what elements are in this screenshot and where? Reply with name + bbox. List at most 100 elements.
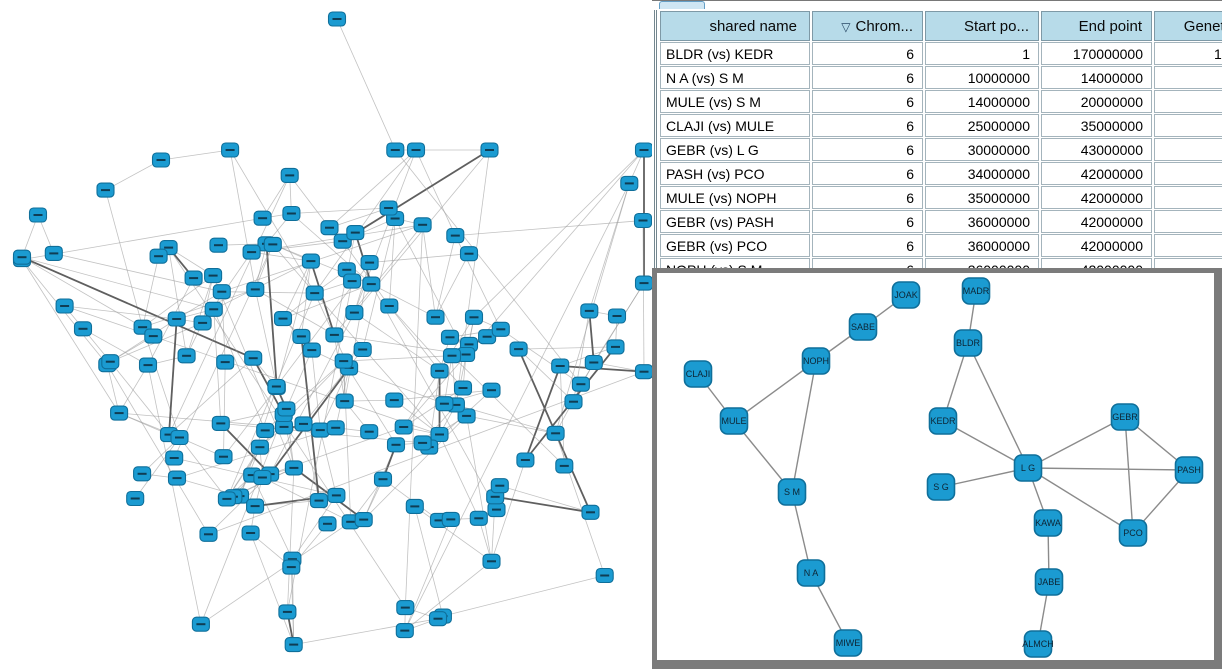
network-node[interactable] — [634, 364, 653, 380]
network-node[interactable] — [138, 357, 158, 373]
subnetwork-node-mule[interactable]: MULE — [719, 407, 749, 435]
cell-value[interactable]: 14000000 — [925, 90, 1039, 113]
network-node[interactable] — [490, 478, 509, 494]
subnetwork-node-kawa[interactable]: KAWA — [1033, 509, 1063, 537]
cell-shared-name[interactable]: GEBR (vs) PCO — [660, 234, 810, 257]
network-node[interactable] — [209, 237, 228, 253]
subnetwork-node-s-g[interactable]: S G — [926, 473, 956, 501]
node-shape[interactable] — [926, 473, 956, 501]
network-node[interactable] — [184, 270, 203, 286]
cell-value[interactable]: 1 — [925, 42, 1039, 65]
node-shape[interactable] — [961, 277, 991, 305]
network-node[interactable] — [464, 309, 484, 325]
network-node[interactable] — [110, 405, 129, 421]
network-node[interactable] — [354, 512, 373, 528]
network-node[interactable] — [346, 225, 365, 241]
network-node[interactable] — [280, 167, 299, 183]
table-tab-fragment[interactable] — [659, 1, 705, 9]
subnetwork-node-noph[interactable]: NOPH — [801, 347, 831, 375]
network-node[interactable] — [204, 268, 223, 284]
cell-value[interactable]: 36000000 — [925, 234, 1039, 257]
network-node[interactable] — [353, 341, 372, 358]
subnetwork-node-almch[interactable]: ALMCH — [1022, 630, 1054, 658]
network-node[interactable] — [469, 510, 488, 526]
node-shape[interactable] — [848, 313, 878, 341]
subnetwork-node-madr[interactable]: MADR — [961, 277, 991, 305]
network-node[interactable] — [320, 220, 339, 236]
network-node[interactable] — [214, 449, 233, 465]
network-node[interactable] — [634, 275, 653, 291]
cell-value[interactable]: 35000000 — [1041, 114, 1152, 137]
network-node[interactable] — [595, 567, 614, 584]
network-node[interactable] — [149, 248, 168, 264]
cell-value[interactable]: 8.4 — [1154, 234, 1222, 257]
node-shape[interactable] — [928, 407, 958, 435]
network-node[interactable] — [217, 491, 236, 507]
network-node[interactable] — [55, 298, 74, 314]
network-node[interactable] — [406, 142, 426, 158]
network-node[interactable] — [246, 498, 265, 514]
network-node[interactable] — [144, 328, 163, 344]
cell-value[interactable]: 6 — [812, 42, 923, 65]
network-node[interactable] — [294, 416, 313, 432]
cell-value[interactable]: 34000000 — [925, 162, 1039, 185]
network-node[interactable] — [253, 210, 272, 226]
network-node[interactable] — [170, 429, 189, 446]
subnetwork-node-miwe[interactable]: MIWE — [833, 629, 863, 657]
network-node[interactable] — [284, 460, 303, 476]
subnetwork-node-jabe[interactable]: JABE — [1034, 568, 1064, 596]
subnetwork-node-n-a[interactable]: N A — [796, 559, 826, 587]
network-node[interactable] — [177, 348, 196, 364]
network-node[interactable] — [486, 489, 505, 505]
table-row[interactable]: GEBR (vs) L G6300000004300000016.9 — [660, 138, 1222, 161]
subnetwork-node-kedr[interactable]: KEDR — [928, 407, 958, 435]
network-node[interactable] — [343, 273, 362, 289]
network-node[interactable] — [12, 249, 32, 265]
subnetwork-node-sabe[interactable]: SABE — [848, 313, 878, 341]
network-node[interactable] — [216, 354, 235, 370]
network-node[interactable] — [634, 142, 653, 158]
network-node[interactable] — [480, 142, 499, 158]
network-node[interactable] — [28, 207, 48, 223]
node-shape[interactable] — [683, 360, 713, 388]
cell-shared-name[interactable]: N A (vs) S M — [660, 66, 810, 89]
network-node[interactable] — [405, 498, 424, 514]
node-shape[interactable] — [891, 281, 921, 309]
network-node[interactable] — [199, 526, 218, 542]
network-node[interactable] — [284, 637, 303, 653]
cell-value[interactable]: 6 — [812, 90, 923, 113]
network-node[interactable] — [256, 422, 275, 438]
cell-value[interactable]: 30000000 — [925, 138, 1039, 161]
network-node[interactable] — [509, 341, 528, 357]
network-node[interactable] — [633, 212, 652, 229]
column-header-start-po[interactable]: Start po... — [925, 11, 1039, 41]
network-node[interactable] — [345, 305, 364, 321]
network-node[interactable] — [516, 452, 535, 468]
table-row[interactable]: GEBR (vs) PASH636000000420000008.9 — [660, 210, 1222, 233]
cell-value[interactable]: 25000000 — [925, 114, 1039, 137]
subnetwork-node-gebr[interactable]: GEBR — [1110, 403, 1140, 431]
network-node[interactable] — [457, 408, 476, 424]
network-node[interactable] — [263, 236, 282, 252]
subnetwork-canvas[interactable]: JOAK MADR SABE NOPH BLDR CLAJI MULE KEDR GEBR L G… — [657, 273, 1214, 660]
network-node[interactable] — [101, 354, 120, 370]
network-node[interactable] — [482, 382, 501, 398]
cell-shared-name[interactable]: MULE (vs) S M — [660, 90, 810, 113]
cell-value[interactable]: 16.9 — [1154, 138, 1222, 161]
network-node[interactable] — [309, 493, 329, 509]
network-node[interactable] — [246, 281, 265, 297]
subnetwork-node-pco[interactable]: PCO — [1118, 519, 1148, 547]
cell-value[interactable]: 7.5 — [1154, 90, 1222, 113]
cell-value[interactable]: 6 — [812, 138, 923, 161]
network-node[interactable] — [335, 393, 354, 409]
network-node[interactable] — [491, 321, 510, 337]
network-node[interactable] — [551, 358, 570, 374]
cell-value[interactable]: 6 — [812, 210, 923, 233]
cell-value[interactable]: 35000000 — [925, 186, 1039, 209]
network-node[interactable] — [453, 380, 473, 396]
network-node[interactable] — [580, 303, 599, 319]
network-node[interactable] — [193, 315, 212, 331]
network-node[interactable] — [301, 253, 320, 269]
cell-value[interactable]: 8.9 — [1154, 210, 1222, 233]
node-shape[interactable] — [1118, 519, 1148, 547]
